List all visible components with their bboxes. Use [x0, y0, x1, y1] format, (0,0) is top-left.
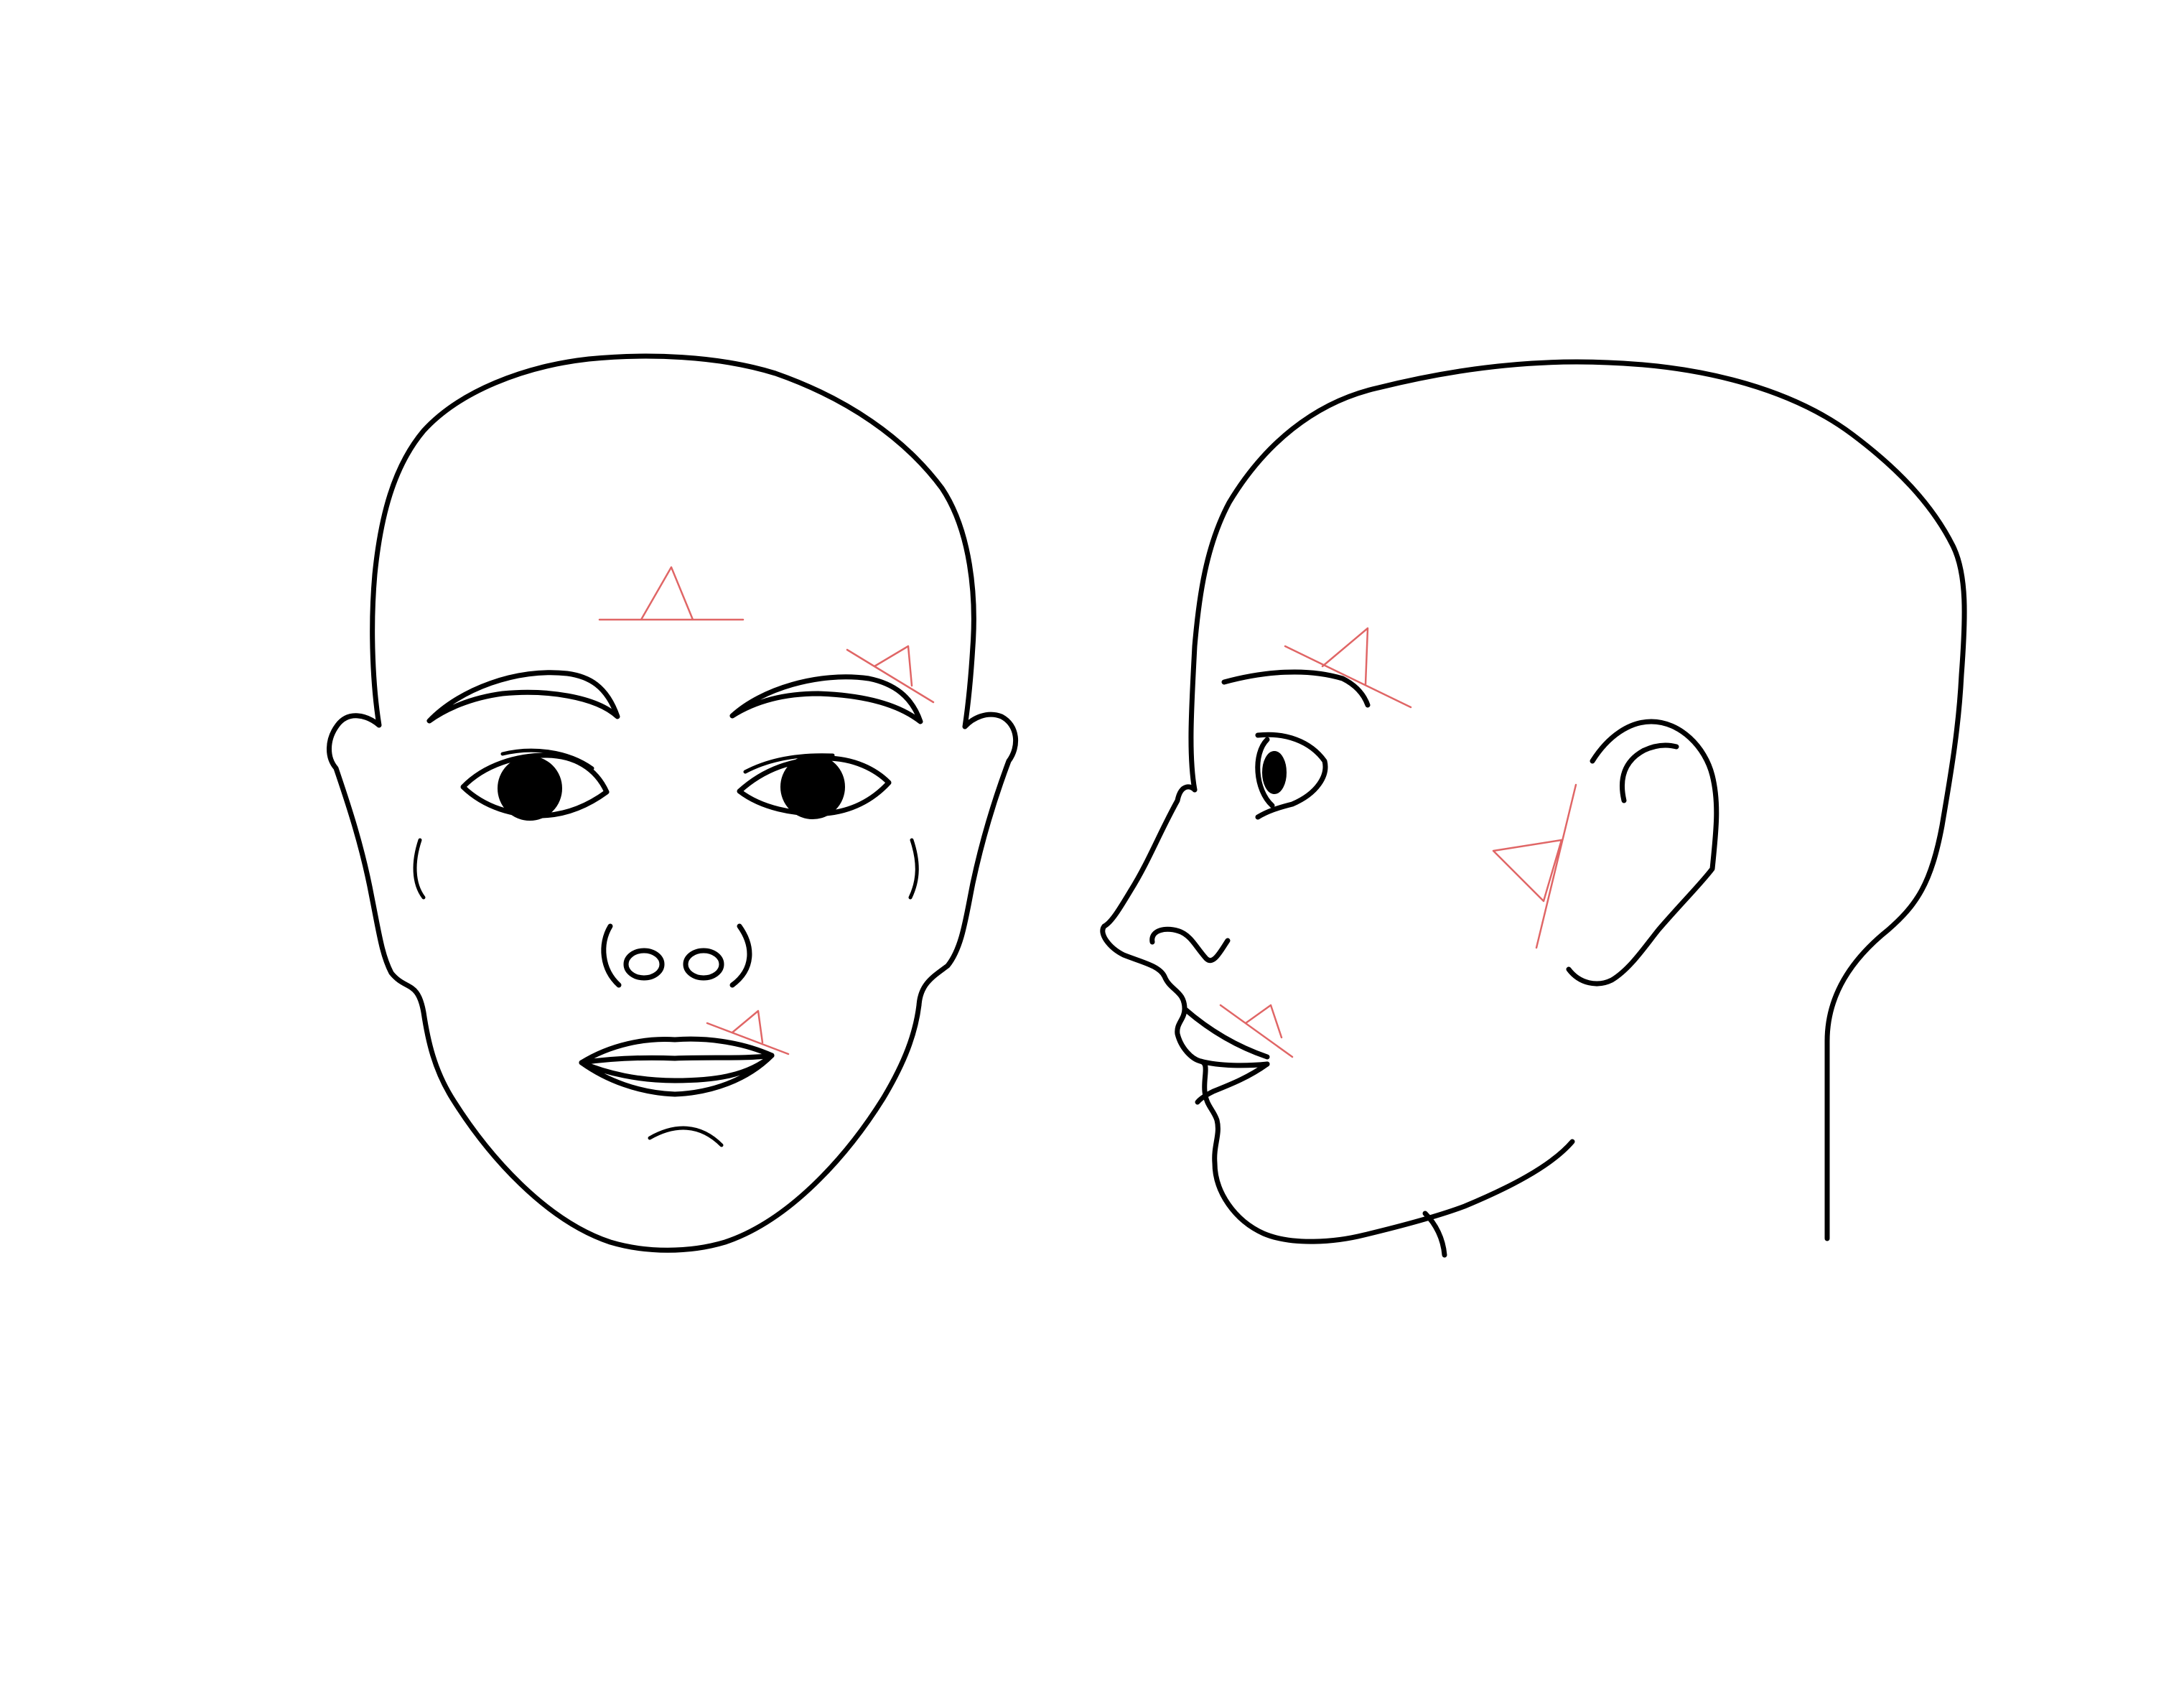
marker-triangle — [598, 566, 745, 621]
front-marker-lip-corner — [706, 1009, 790, 1055]
marker-triangle — [1284, 627, 1412, 709]
front-left-nostril — [623, 948, 665, 981]
front-view-face — [327, 353, 1019, 1253]
front-marker-forehead — [598, 566, 745, 621]
front-marker-brow — [846, 645, 935, 704]
marker-triangle — [706, 1009, 790, 1055]
profile-nostril — [1149, 926, 1231, 963]
marker-triangle — [1492, 783, 1577, 949]
front-nose-left-ala — [601, 923, 622, 988]
front-lower-lip — [579, 1053, 775, 1097]
front-right-nostril — [683, 948, 724, 981]
profile-marker-brow — [1284, 627, 1412, 709]
profile-ear-inner — [1620, 742, 1679, 803]
front-right-pupil — [780, 755, 845, 819]
profile-ear-outer — [1566, 719, 1719, 987]
profile-eyebrow — [1221, 669, 1371, 708]
front-chin-crease — [648, 1126, 724, 1147]
front-left-pupil — [498, 756, 562, 821]
marker-triangle — [846, 645, 935, 704]
profile-pupil — [1262, 751, 1287, 794]
profile-mouth-line — [1198, 1058, 1270, 1068]
profile-upper-lip — [1182, 1006, 1270, 1060]
front-head-outline — [327, 353, 1019, 1253]
profile-head-outline — [1188, 359, 1967, 1241]
front-right-eyebrow — [729, 674, 923, 724]
front-right-eye-crease — [743, 753, 835, 774]
front-left-eyebrow — [426, 670, 620, 724]
profile-eye-lid — [1255, 737, 1275, 808]
profile-lower-lip — [1195, 1061, 1270, 1105]
marker-triangle — [1219, 1004, 1294, 1058]
profile-neck-front — [1422, 1211, 1447, 1258]
front-nose-right-ala — [729, 923, 752, 988]
front-left-cheek-line — [413, 838, 426, 900]
front-right-cheek-line — [908, 838, 919, 900]
profile-marker-lip-corner — [1219, 1004, 1294, 1058]
front-left-eye-crease — [500, 748, 594, 770]
profile-eye — [1255, 732, 1328, 820]
profile-view-head — [1100, 359, 1967, 1258]
profile-marker-cheek — [1492, 783, 1577, 949]
